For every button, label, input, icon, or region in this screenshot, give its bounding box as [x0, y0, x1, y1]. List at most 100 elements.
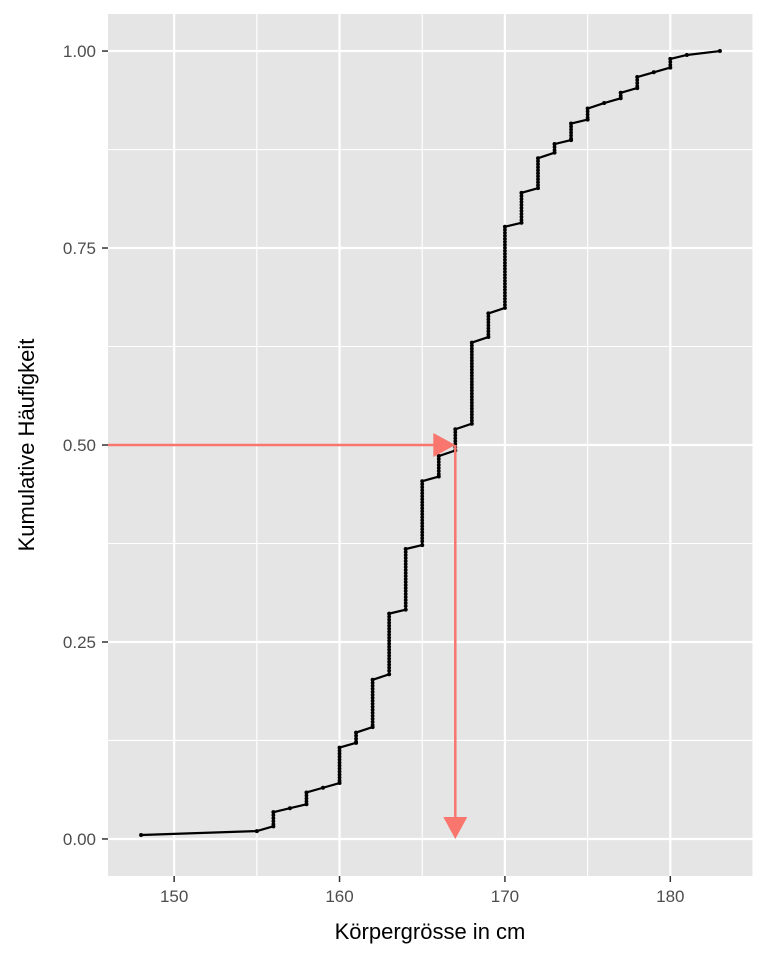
data-point	[469, 364, 474, 369]
data-point	[370, 683, 375, 688]
data-point	[469, 385, 474, 390]
data-point	[469, 352, 474, 357]
data-point	[486, 326, 491, 331]
data-point	[503, 263, 507, 268]
data-point	[420, 509, 425, 514]
data-point	[469, 379, 474, 384]
axis-ticks: 150 160 170 180 0.00 0.25 0.50 0.75 1.00	[63, 42, 685, 906]
data-point	[403, 604, 408, 608]
data-point	[337, 763, 342, 768]
data-point	[503, 290, 507, 295]
data-point	[618, 93, 623, 98]
data-point	[536, 174, 540, 179]
data-point	[552, 145, 557, 149]
data-point	[387, 644, 392, 649]
y-tick-label: 0.00	[63, 830, 96, 849]
data-point	[469, 376, 474, 381]
data-point	[436, 466, 441, 470]
data-point	[503, 233, 507, 238]
data-point	[420, 515, 425, 520]
data-point	[387, 629, 392, 634]
data-point	[503, 269, 507, 274]
data-point	[403, 595, 408, 599]
data-point	[337, 760, 342, 765]
data-point	[668, 65, 673, 70]
data-point	[387, 614, 392, 619]
data-point	[503, 296, 507, 301]
data-point	[469, 343, 474, 348]
data-point	[519, 211, 524, 216]
data-point	[469, 373, 474, 378]
data-point	[403, 598, 408, 602]
data-point	[519, 202, 524, 207]
data-point	[387, 635, 392, 640]
data-point	[403, 559, 408, 563]
data-point	[502, 224, 507, 229]
data-point	[486, 329, 491, 334]
data-point	[370, 686, 375, 691]
data-point	[387, 659, 392, 664]
x-axis-title: Körpergrösse in cm	[335, 919, 526, 944]
data-point	[403, 574, 408, 578]
data-point	[436, 457, 441, 461]
data-point	[502, 305, 507, 310]
data-point	[503, 266, 507, 271]
data-point	[370, 701, 375, 706]
data-point	[569, 121, 574, 126]
data-point	[503, 257, 507, 262]
data-point	[503, 245, 507, 250]
data-point	[420, 479, 425, 484]
data-point	[503, 278, 507, 283]
data-point	[503, 275, 507, 280]
x-tick-label: 160	[325, 887, 353, 906]
data-point	[403, 601, 408, 605]
y-tick-label: 0.25	[63, 633, 96, 652]
data-point	[403, 580, 408, 584]
data-point	[420, 530, 425, 535]
y-tick-label: 1.00	[63, 42, 96, 61]
data-point	[469, 367, 474, 372]
data-point	[519, 208, 524, 213]
data-point	[403, 547, 408, 552]
data-point	[536, 168, 540, 173]
data-point	[403, 565, 408, 569]
data-point	[469, 418, 474, 423]
data-point	[420, 518, 425, 523]
data-point	[304, 793, 309, 798]
data-point	[469, 400, 474, 405]
data-point	[536, 156, 540, 161]
data-point	[370, 716, 375, 721]
data-point	[469, 370, 474, 375]
data-point	[486, 314, 491, 319]
data-point	[370, 704, 375, 709]
data-point	[486, 320, 491, 325]
data-point	[569, 136, 573, 141]
data-point	[354, 730, 359, 735]
data-point	[271, 819, 276, 824]
data-point	[254, 829, 259, 834]
data-point	[552, 150, 557, 155]
data-point	[337, 748, 342, 753]
data-point	[420, 524, 425, 529]
data-point	[387, 620, 392, 625]
data-point	[370, 710, 375, 715]
data-point	[519, 214, 524, 219]
data-point	[420, 485, 425, 490]
data-point	[370, 713, 375, 718]
data-point	[370, 722, 375, 727]
data-point	[503, 287, 507, 292]
data-point	[536, 177, 540, 182]
data-point	[469, 409, 474, 414]
data-point	[271, 822, 276, 827]
data-point	[453, 436, 458, 441]
data-point	[469, 340, 474, 345]
data-point	[403, 592, 408, 596]
data-point	[387, 647, 392, 652]
data-point	[287, 806, 292, 811]
data-point	[486, 335, 491, 340]
data-point	[469, 382, 474, 387]
data-point	[420, 536, 425, 541]
data-point	[337, 757, 342, 762]
data-point	[387, 632, 392, 637]
